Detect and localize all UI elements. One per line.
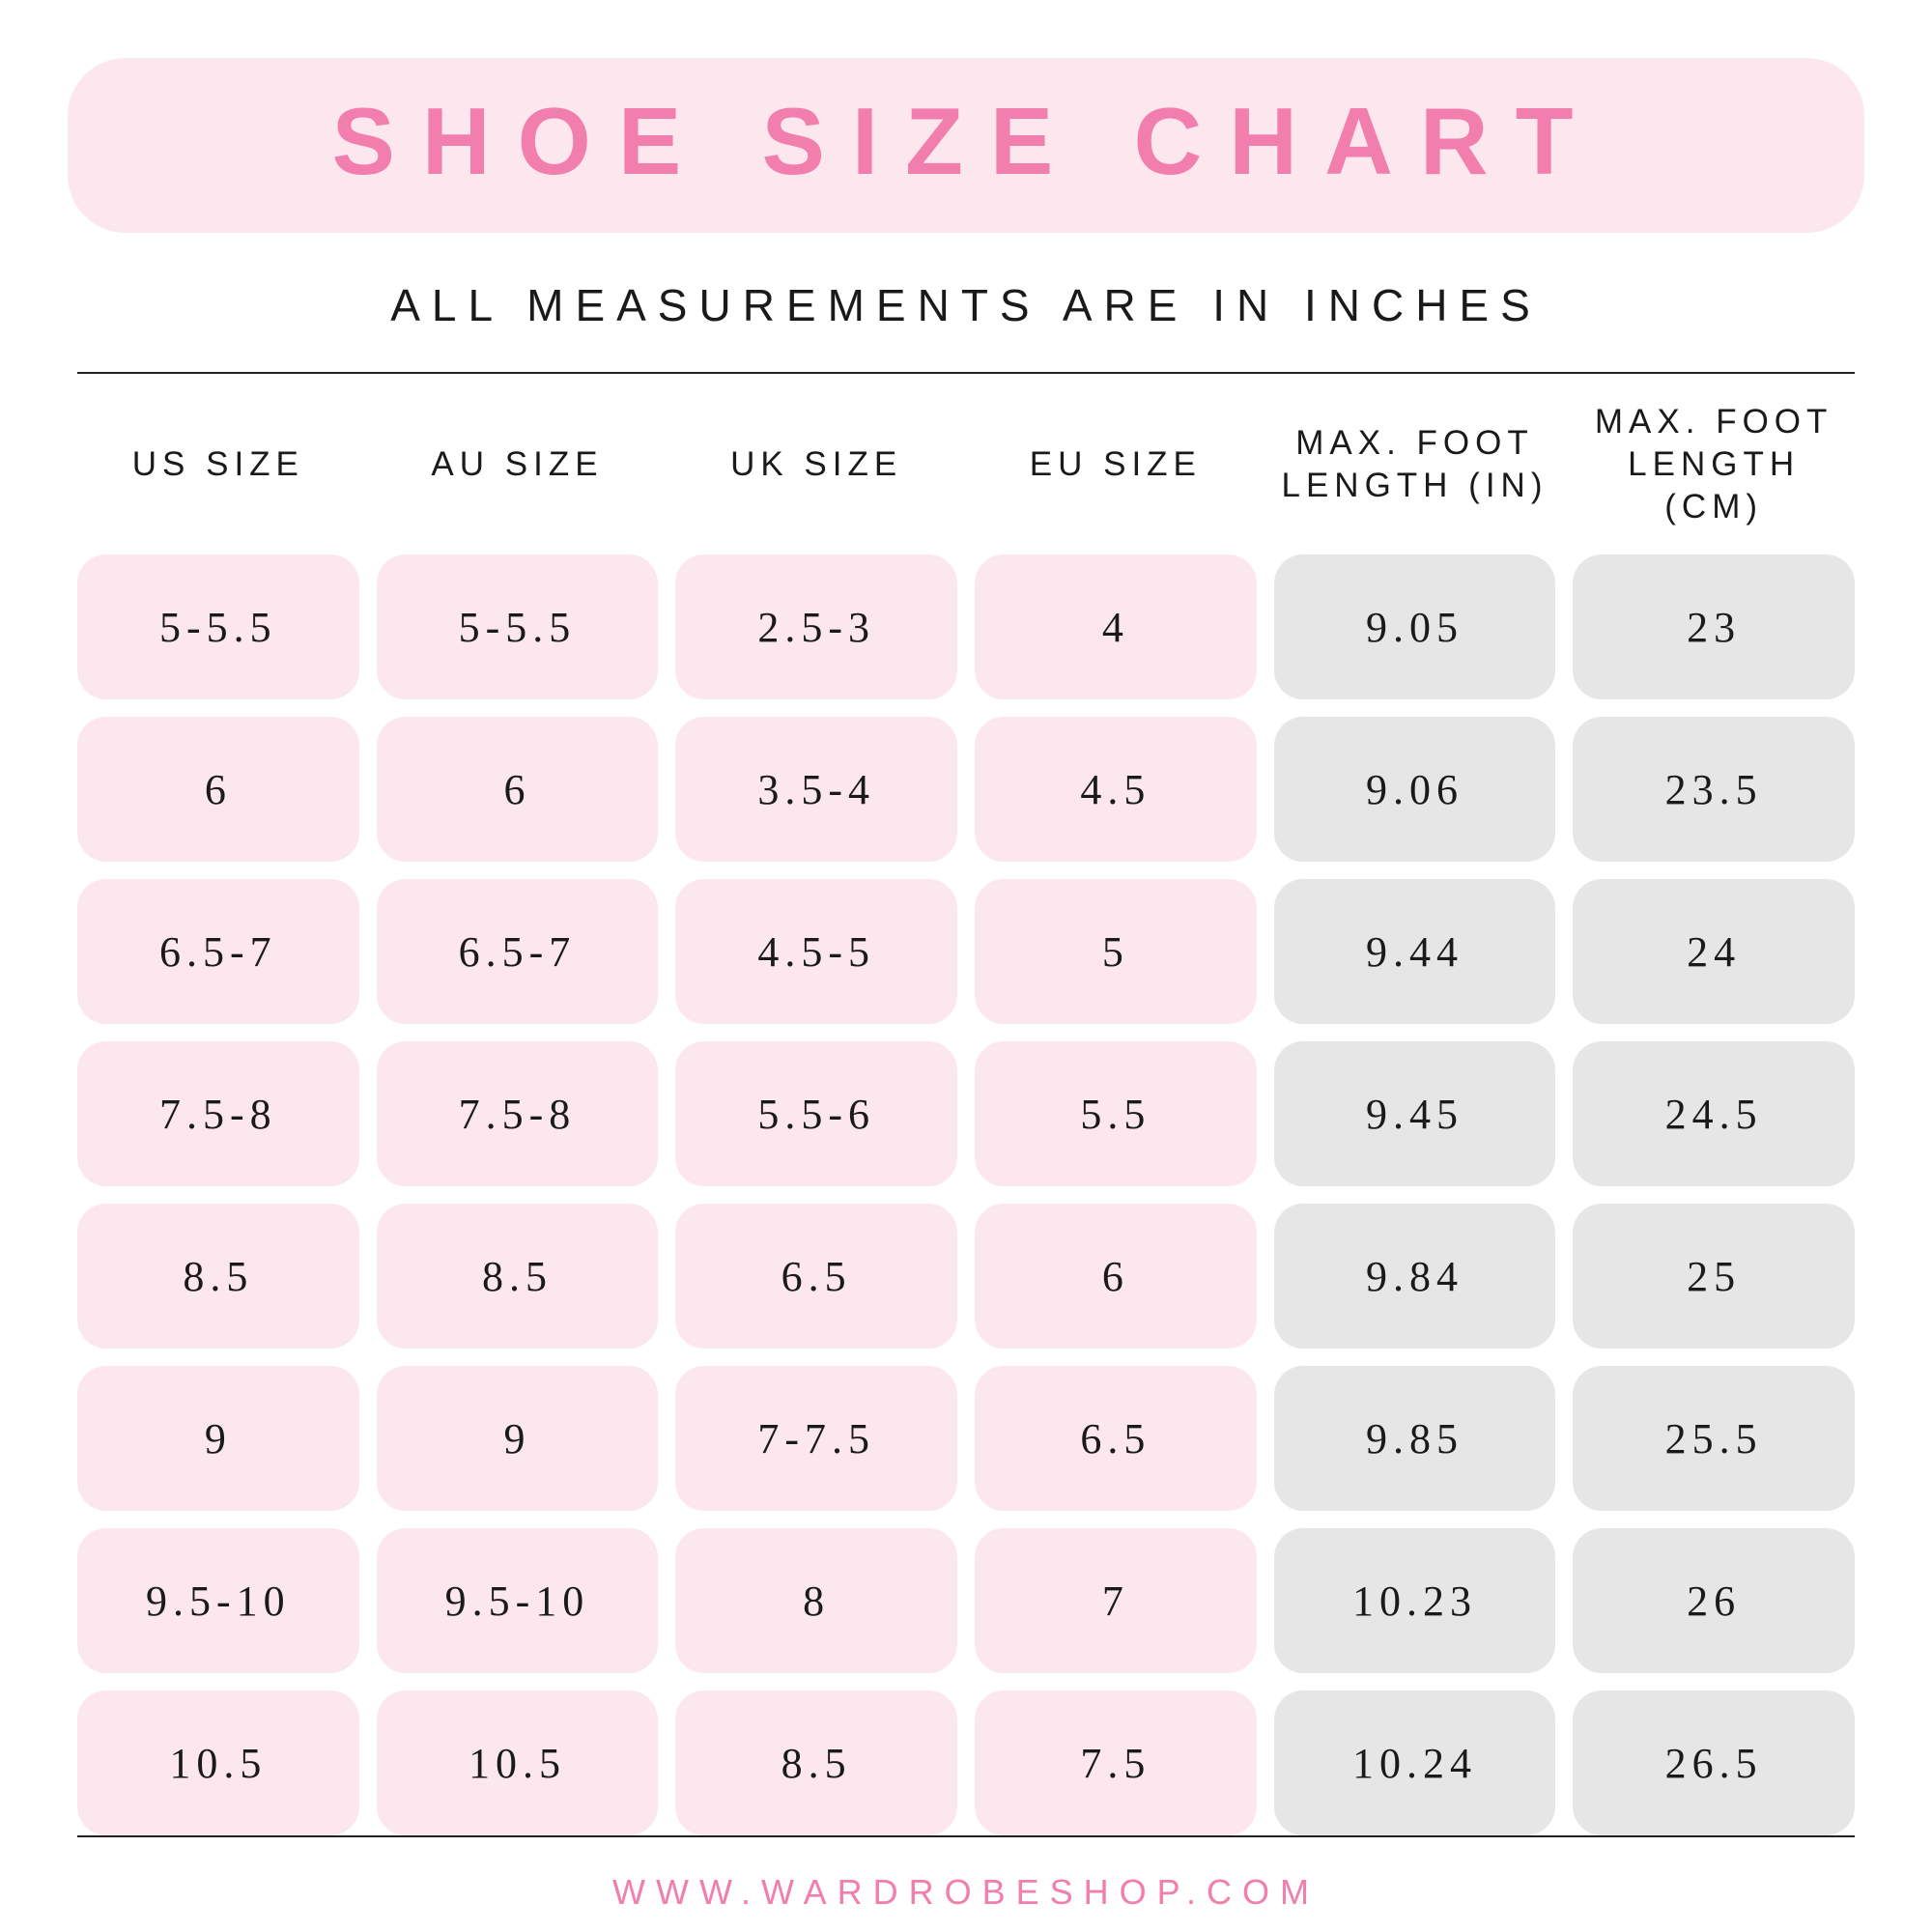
table-cell: 6 — [377, 717, 659, 862]
table-cell: 4.5 — [975, 717, 1257, 862]
table-cell: 5 — [975, 879, 1257, 1024]
page-title: SHOE SIZE CHART — [68, 87, 1864, 196]
column-header: MAX. FOOT LENGTH (IN) — [1274, 422, 1556, 507]
page: SHOE SIZE CHART ALL MEASUREMENTS ARE IN … — [0, 0, 1932, 1932]
table-cell: 6.5-7 — [377, 879, 659, 1024]
column-header: US SIZE — [77, 443, 359, 486]
table-cell: 6 — [975, 1204, 1257, 1349]
table-cell: 5.5-6 — [675, 1041, 957, 1186]
table-cell: 10.5 — [77, 1690, 359, 1835]
table-cell: 9 — [77, 1366, 359, 1511]
column-header: AU SIZE — [377, 443, 659, 486]
column-header: MAX. FOOT LENGTH (CM) — [1573, 401, 1855, 527]
title-banner: SHOE SIZE CHART — [68, 58, 1864, 233]
table-row: 663.5-44.59.0623.5 — [77, 717, 1855, 862]
table-cell: 9.45 — [1274, 1041, 1556, 1186]
table-cell: 5-5.5 — [377, 554, 659, 699]
table-cell: 8.5 — [675, 1690, 957, 1835]
table-header-row: US SIZE AU SIZE UK SIZE EU SIZE MAX. FOOT LE… — [77, 374, 1855, 554]
table-cell: 24 — [1573, 879, 1855, 1024]
table-cell: 9.06 — [1274, 717, 1556, 862]
table-cell: 6.5 — [975, 1366, 1257, 1511]
table-cell: 7 — [975, 1528, 1257, 1673]
table-row: 6.5-76.5-74.5-559.4424 — [77, 879, 1855, 1024]
table-cell: 9.5-10 — [377, 1528, 659, 1673]
table-row: 7.5-87.5-85.5-65.59.4524.5 — [77, 1041, 1855, 1186]
table-cell: 8.5 — [377, 1204, 659, 1349]
table-cell: 3.5-4 — [675, 717, 957, 862]
table-cell: 7.5-8 — [77, 1041, 359, 1186]
table-cell: 7.5-8 — [377, 1041, 659, 1186]
table-cell: 10.24 — [1274, 1690, 1556, 1835]
table-cell: 26 — [1573, 1528, 1855, 1673]
column-header: EU SIZE — [975, 443, 1257, 486]
column-header: UK SIZE — [675, 443, 957, 486]
table-cell: 7-7.5 — [675, 1366, 957, 1511]
table-cell: 7.5 — [975, 1690, 1257, 1835]
table-cell: 6 — [77, 717, 359, 862]
table-cell: 9.5-10 — [77, 1528, 359, 1673]
size-table: US SIZE AU SIZE UK SIZE EU SIZE MAX. FOOT LE… — [77, 374, 1855, 1835]
table-cell: 26.5 — [1573, 1690, 1855, 1835]
table-row: 8.58.56.569.8425 — [77, 1204, 1855, 1349]
table-cell: 24.5 — [1573, 1041, 1855, 1186]
table-cell: 5-5.5 — [77, 554, 359, 699]
table-cell: 4 — [975, 554, 1257, 699]
table-row: 5-5.55-5.52.5-349.0523 — [77, 554, 1855, 699]
table-cell: 25.5 — [1573, 1366, 1855, 1511]
table-body: 5-5.55-5.52.5-349.0523663.5-44.59.0623.5… — [77, 554, 1855, 1835]
table-row: 997-7.56.59.8525.5 — [77, 1366, 1855, 1511]
table-cell: 9.05 — [1274, 554, 1556, 699]
table-cell: 23 — [1573, 554, 1855, 699]
table-cell: 2.5-3 — [675, 554, 957, 699]
table-cell: 10.23 — [1274, 1528, 1556, 1673]
table-row: 10.510.58.57.510.2426.5 — [77, 1690, 1855, 1835]
table-cell: 6.5 — [675, 1204, 957, 1349]
table-cell: 5.5 — [975, 1041, 1257, 1186]
table-cell: 9 — [377, 1366, 659, 1511]
subtitle: ALL MEASUREMENTS ARE IN INCHES — [68, 279, 1864, 331]
bottom-rule — [77, 1835, 1855, 1837]
table-cell: 25 — [1573, 1204, 1855, 1349]
table-cell: 8.5 — [77, 1204, 359, 1349]
table-cell: 9.85 — [1274, 1366, 1556, 1511]
footer-url: WWW.WARDROBESHOP.COM — [68, 1872, 1864, 1913]
table-cell: 6.5-7 — [77, 879, 359, 1024]
table-cell: 9.44 — [1274, 879, 1556, 1024]
table-row: 9.5-109.5-108710.2326 — [77, 1528, 1855, 1673]
table-cell: 8 — [675, 1528, 957, 1673]
table-cell: 10.5 — [377, 1690, 659, 1835]
table-cell: 4.5-5 — [675, 879, 957, 1024]
table-cell: 23.5 — [1573, 717, 1855, 862]
table-cell: 9.84 — [1274, 1204, 1556, 1349]
